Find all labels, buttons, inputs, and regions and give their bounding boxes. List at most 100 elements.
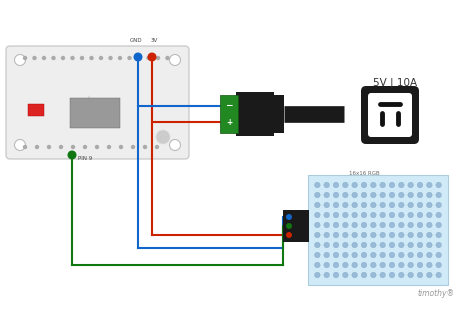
Text: PIN 9: PIN 9	[78, 156, 92, 161]
Circle shape	[427, 182, 432, 188]
Circle shape	[380, 262, 385, 268]
Circle shape	[427, 242, 432, 248]
Circle shape	[343, 222, 348, 228]
Circle shape	[15, 140, 26, 150]
Circle shape	[343, 182, 348, 188]
Circle shape	[380, 202, 385, 208]
Circle shape	[147, 52, 156, 61]
Circle shape	[352, 202, 357, 208]
Text: +: +	[226, 118, 232, 127]
Circle shape	[427, 252, 432, 258]
Circle shape	[408, 192, 413, 198]
Circle shape	[324, 262, 329, 268]
Circle shape	[324, 202, 329, 208]
Circle shape	[352, 182, 357, 188]
Circle shape	[61, 56, 65, 60]
Circle shape	[315, 272, 320, 278]
Circle shape	[343, 202, 348, 208]
Circle shape	[371, 192, 376, 198]
Circle shape	[324, 232, 329, 238]
Circle shape	[67, 150, 76, 160]
Circle shape	[427, 212, 432, 218]
Circle shape	[371, 222, 376, 228]
Circle shape	[352, 252, 357, 258]
Circle shape	[380, 222, 385, 228]
Circle shape	[137, 56, 141, 60]
Circle shape	[333, 272, 339, 278]
Circle shape	[436, 232, 441, 238]
Circle shape	[343, 252, 348, 258]
Circle shape	[343, 262, 348, 268]
Circle shape	[408, 182, 413, 188]
Circle shape	[408, 242, 413, 248]
Circle shape	[333, 242, 339, 248]
Circle shape	[15, 55, 26, 65]
Circle shape	[427, 272, 432, 278]
Circle shape	[417, 182, 423, 188]
Circle shape	[427, 232, 432, 238]
Circle shape	[333, 232, 339, 238]
Text: ★: ★	[81, 94, 97, 112]
Circle shape	[156, 130, 170, 144]
Circle shape	[417, 242, 423, 248]
Bar	[283, 210, 309, 242]
Bar	[236, 92, 274, 136]
Circle shape	[436, 192, 441, 198]
Circle shape	[315, 182, 320, 188]
Circle shape	[324, 192, 329, 198]
Circle shape	[380, 242, 385, 248]
Circle shape	[380, 272, 385, 278]
Circle shape	[371, 182, 376, 188]
Circle shape	[83, 145, 87, 149]
Circle shape	[315, 262, 320, 268]
Circle shape	[134, 52, 143, 61]
Circle shape	[361, 182, 367, 188]
Circle shape	[352, 242, 357, 248]
Circle shape	[408, 202, 413, 208]
Circle shape	[399, 202, 404, 208]
Circle shape	[417, 202, 423, 208]
Circle shape	[436, 252, 441, 258]
Circle shape	[108, 56, 113, 60]
Circle shape	[427, 222, 432, 228]
Circle shape	[343, 232, 348, 238]
Circle shape	[80, 56, 84, 60]
Circle shape	[417, 252, 423, 258]
Circle shape	[343, 272, 348, 278]
Text: 16x16 RGB: 16x16 RGB	[349, 171, 379, 176]
Text: −: −	[225, 101, 233, 110]
Circle shape	[399, 232, 404, 238]
Circle shape	[324, 222, 329, 228]
Circle shape	[71, 145, 75, 149]
Circle shape	[371, 272, 376, 278]
Circle shape	[324, 272, 329, 278]
Circle shape	[352, 192, 357, 198]
Circle shape	[436, 262, 441, 268]
Circle shape	[315, 202, 320, 208]
Circle shape	[333, 252, 339, 258]
Circle shape	[107, 145, 111, 149]
Circle shape	[427, 202, 432, 208]
Circle shape	[436, 212, 441, 218]
Bar	[308, 175, 448, 285]
Circle shape	[380, 182, 385, 188]
Circle shape	[343, 212, 348, 218]
Circle shape	[408, 222, 413, 228]
Circle shape	[371, 252, 376, 258]
Circle shape	[417, 212, 423, 218]
Circle shape	[417, 232, 423, 238]
Circle shape	[389, 242, 395, 248]
Circle shape	[315, 232, 320, 238]
Circle shape	[389, 202, 395, 208]
Text: timothy®: timothy®	[418, 289, 455, 298]
Circle shape	[286, 223, 292, 229]
Circle shape	[361, 222, 367, 228]
Circle shape	[333, 262, 339, 268]
Circle shape	[286, 214, 292, 220]
Circle shape	[371, 232, 376, 238]
Circle shape	[333, 212, 339, 218]
Circle shape	[156, 56, 160, 60]
Circle shape	[389, 192, 395, 198]
Circle shape	[32, 56, 36, 60]
Circle shape	[95, 145, 99, 149]
